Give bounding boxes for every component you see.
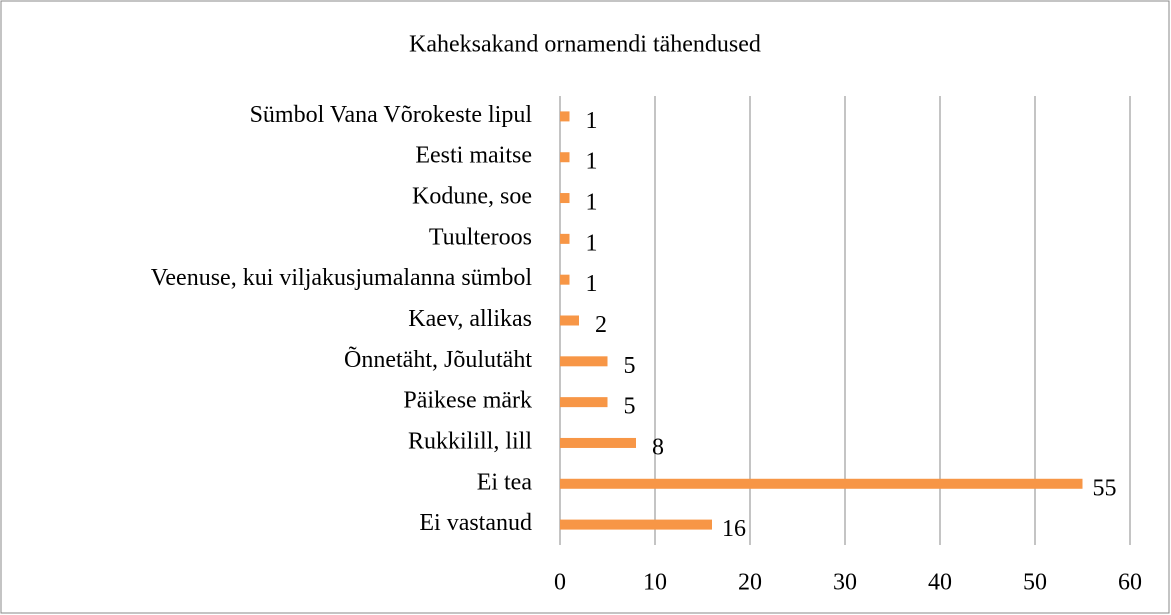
- x-tick-label: 40: [928, 570, 952, 596]
- chart-title: Kaheksakand ornamendi tähendused: [409, 32, 761, 58]
- y-tick-label: Eesti maitse: [415, 143, 532, 169]
- data-label: 1: [586, 108, 598, 134]
- y-tick-label: Tuulteroos: [429, 224, 532, 250]
- data-label: 16: [722, 516, 746, 542]
- data-label: 55: [1093, 475, 1117, 501]
- y-tick-label: Sümbol Vana Võrokeste lipul: [250, 102, 533, 128]
- y-tick-label: Kaev, allikas: [408, 306, 532, 332]
- y-tick-label: Ei tea: [477, 469, 533, 495]
- x-tick-label: 60: [1118, 570, 1142, 596]
- bar: [560, 233, 570, 244]
- bar: [560, 397, 608, 408]
- bar: [560, 356, 608, 367]
- bar: [560, 437, 636, 448]
- bar: [560, 519, 712, 530]
- bar: [560, 274, 570, 285]
- x-tick-label: 50: [1023, 570, 1047, 596]
- x-tick-label: 30: [833, 570, 857, 596]
- bar: [560, 193, 570, 204]
- bar: [560, 315, 579, 326]
- data-label: 1: [586, 149, 598, 175]
- data-label: 1: [586, 230, 598, 256]
- data-label: 1: [586, 271, 598, 297]
- bar: [560, 111, 570, 122]
- x-tick-label: 0: [554, 570, 566, 596]
- bar: [560, 152, 570, 163]
- y-tick-label: Päikese märk: [403, 388, 532, 414]
- y-tick-label: Veenuse, kui viljakusjumalanna sümbol: [151, 265, 533, 291]
- data-label: 5: [624, 353, 636, 379]
- data-label: 5: [624, 394, 636, 420]
- y-tick-label: Kodune, soe: [412, 184, 532, 210]
- x-tick-label: 10: [643, 570, 667, 596]
- data-label: 1: [586, 190, 598, 216]
- y-tick-label: Õnnetäht, Jõulutäht: [344, 346, 532, 373]
- y-tick-label: Rukkilill, lill: [408, 428, 532, 454]
- x-tick-label: 20: [738, 570, 762, 596]
- y-tick-label: Ei vastanud: [419, 510, 532, 536]
- data-label: 2: [595, 312, 607, 338]
- bar: [560, 478, 1083, 489]
- data-label: 8: [652, 434, 664, 460]
